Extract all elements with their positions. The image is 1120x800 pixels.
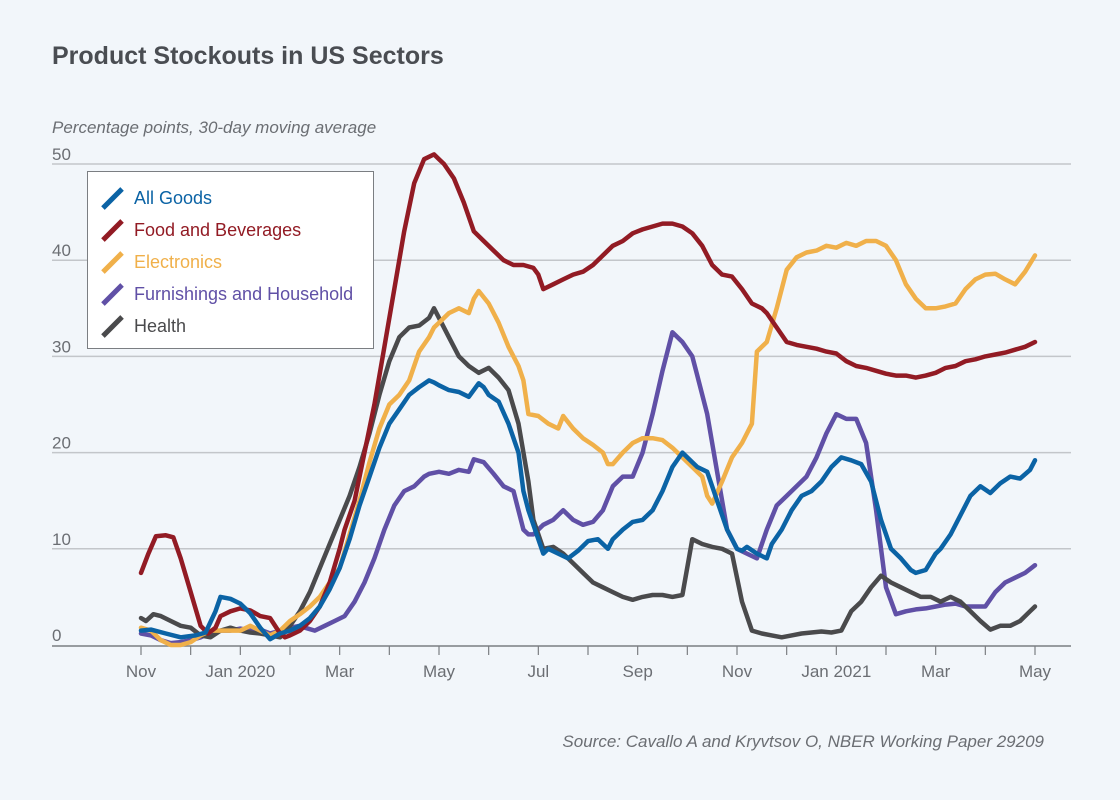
y-tick-label: 10 xyxy=(52,530,71,549)
legend-label: All Goods xyxy=(134,187,213,208)
x-tick-label: Jan 2020 xyxy=(205,662,275,681)
legend-item: Food and Beverages xyxy=(98,216,301,244)
series-line-electronics xyxy=(138,238,1038,648)
y-tick-label: 50 xyxy=(52,145,71,164)
legend-item: Furnishings and Household xyxy=(98,280,353,308)
x-axis: Nov Jan 2020 Mar May Jul Sep Nov Jan 2021 Mar May xyxy=(52,645,1071,681)
legend-label: Furnishings and Household xyxy=(134,283,354,304)
series-line-health xyxy=(138,306,1038,640)
chart-subtitle: Percentage points, 30-day moving average xyxy=(52,118,377,137)
x-tick-label: Sep xyxy=(623,662,653,681)
y-tick-label: 20 xyxy=(52,434,71,453)
legend-label: Food and Beverages xyxy=(134,219,302,240)
legend-swatch-icon xyxy=(98,281,124,307)
legend-swatch-icon xyxy=(98,313,124,339)
legend-label: Electronics xyxy=(134,251,223,272)
y-tick-label: 40 xyxy=(52,241,71,260)
x-tick-label: Mar xyxy=(921,662,951,681)
y-axis-ticks: 0 10 20 30 40 50 xyxy=(52,145,71,645)
x-tick-label: Jan 2021 xyxy=(801,662,871,681)
x-tick-label: Nov xyxy=(126,662,157,681)
series-line-furnishings-and-household xyxy=(138,330,1038,646)
legend-item: All Goods xyxy=(98,184,212,212)
legend-swatch-icon xyxy=(98,217,124,243)
y-tick-label: 30 xyxy=(52,337,71,356)
x-tick-label: May xyxy=(423,662,456,681)
series-lines xyxy=(138,152,1038,648)
legend-label: Health xyxy=(134,315,187,336)
x-tick-label: Mar xyxy=(325,662,355,681)
x-tick-label: Jul xyxy=(527,662,549,681)
legend-swatch-icon xyxy=(98,249,124,275)
source-note: Source: Cavallo A and Kryvtsov O, NBER W… xyxy=(562,732,1044,751)
legend-item: Electronics xyxy=(98,248,222,276)
legend-item: Health xyxy=(98,312,186,340)
chart-title: Product Stockouts in US Sectors xyxy=(52,42,444,70)
legend: All Goods Food and Beverages Electronics Fu… xyxy=(87,171,374,349)
series-line-all-goods xyxy=(138,378,1038,642)
x-tick-label: May xyxy=(1019,662,1052,681)
y-tick-label: 0 xyxy=(52,626,61,645)
x-tick-label: Nov xyxy=(722,662,753,681)
legend-swatch-icon xyxy=(98,185,124,211)
